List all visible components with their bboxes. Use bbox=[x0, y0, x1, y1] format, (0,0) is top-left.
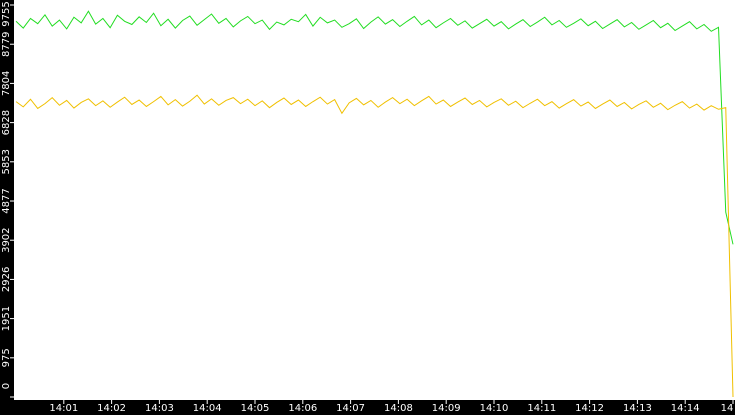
x-tick-label: 14:03 bbox=[145, 403, 174, 414]
y-tick-label: 9755 bbox=[1, 1, 12, 26]
x-tick-label: 14:08 bbox=[384, 403, 413, 414]
x-tick-label: 14:14 bbox=[671, 403, 700, 414]
y-tick-label: 1951 bbox=[1, 306, 12, 331]
x-tick-label: 14:04 bbox=[193, 403, 222, 414]
y-tick-label: 0 bbox=[1, 383, 12, 389]
plot-area bbox=[14, 0, 735, 400]
y-tick-label: 8779 bbox=[1, 31, 12, 56]
y-tick-label: 7804 bbox=[1, 71, 12, 96]
x-tick-label: 14:12 bbox=[575, 403, 604, 414]
x-tick-label: 14:06 bbox=[288, 403, 317, 414]
y-tick-label: 3902 bbox=[1, 227, 12, 252]
x-tick-label: 14 bbox=[721, 403, 734, 414]
y-tick-label: 6828 bbox=[1, 110, 12, 135]
x-tick-label: 14:09 bbox=[432, 403, 461, 414]
series-line bbox=[15, 94, 734, 398]
y-tick-label: 2926 bbox=[1, 267, 12, 292]
x-tick-label: 14:05 bbox=[241, 403, 270, 414]
series-line bbox=[15, 10, 734, 245]
x-tick-label: 14:02 bbox=[97, 403, 126, 414]
y-tick-label: 5853 bbox=[1, 149, 12, 174]
x-tick-label: 14:07 bbox=[336, 403, 365, 414]
y-tick-label: 975 bbox=[1, 348, 12, 367]
x-tick-label: 14:10 bbox=[480, 403, 509, 414]
x-tick-label: 14:13 bbox=[623, 403, 652, 414]
x-tick-label: 14:01 bbox=[49, 403, 78, 414]
x-tick-label: 14:11 bbox=[527, 403, 556, 414]
y-tick-label: 4877 bbox=[1, 188, 12, 213]
